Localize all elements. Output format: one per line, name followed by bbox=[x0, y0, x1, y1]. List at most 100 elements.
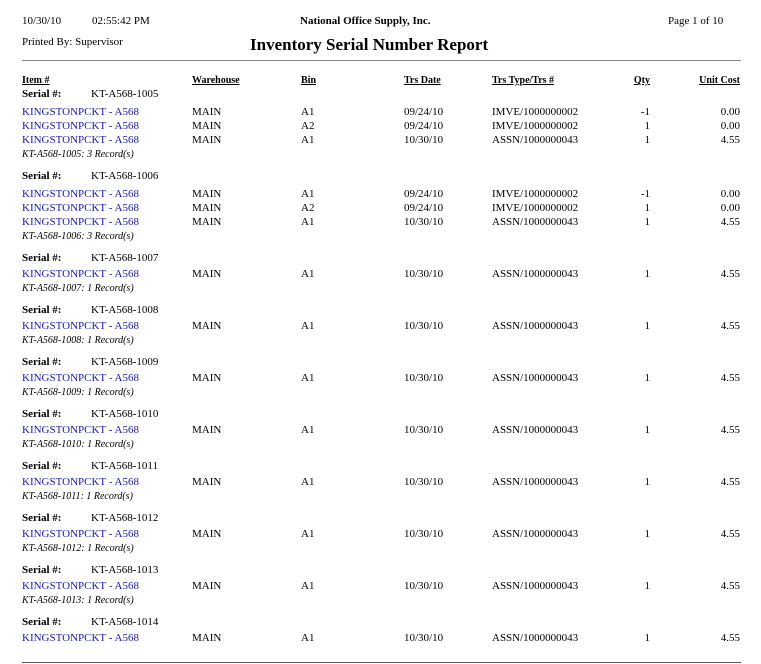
item-link[interactable]: KINGSTONPCKT - A568 bbox=[22, 134, 139, 146]
item-link[interactable]: KINGSTONPCKT - A568 bbox=[22, 320, 139, 332]
serial-label: Serial #: bbox=[22, 356, 62, 368]
cell: A1 bbox=[301, 216, 315, 228]
cell: MAIN bbox=[192, 320, 222, 332]
serial-number: KT-A568-1008 bbox=[91, 304, 159, 316]
item-link[interactable]: KINGSTONPCKT - A568 bbox=[22, 202, 139, 214]
cell: ASSN/1000000043 bbox=[492, 320, 579, 332]
cell: MAIN bbox=[192, 120, 222, 132]
cell: MAIN bbox=[192, 268, 222, 280]
serial-number: KT-A568-1011 bbox=[91, 460, 159, 472]
cell: 0.00 bbox=[720, 106, 740, 118]
cell: 1 bbox=[644, 320, 651, 332]
serial-number: KT-A568-1005 bbox=[91, 88, 159, 100]
serial-label: Serial #: bbox=[22, 408, 62, 420]
cell: 10/30/10 bbox=[404, 268, 444, 280]
report-date: 10/30/10 bbox=[22, 15, 62, 27]
cell: ASSN/1000000043 bbox=[492, 476, 579, 488]
cell: IMVE/1000000002 bbox=[492, 106, 579, 118]
cell: 1 bbox=[644, 528, 651, 540]
cell: 0.00 bbox=[720, 202, 740, 214]
cell: ASSN/1000000043 bbox=[492, 134, 579, 146]
column-header: Item # bbox=[22, 75, 50, 86]
item-link[interactable]: KINGSTONPCKT - A568 bbox=[22, 120, 139, 132]
cell: ASSN/1000000043 bbox=[492, 268, 579, 280]
cell: 1 bbox=[644, 372, 651, 384]
cell: MAIN bbox=[192, 528, 222, 540]
cell: 10/30/10 bbox=[404, 320, 444, 332]
group-summary: KT-A568-1009: 1 Record(s) bbox=[22, 387, 134, 398]
cell: 4.55 bbox=[720, 216, 740, 228]
bottom-rule bbox=[22, 662, 741, 663]
cell: A1 bbox=[301, 372, 315, 384]
item-link[interactable]: KINGSTONPCKT - A568 bbox=[22, 632, 139, 644]
serial-label: Serial #: bbox=[22, 564, 62, 576]
column-header: Unit Cost bbox=[699, 75, 740, 86]
cell: A1 bbox=[301, 476, 315, 488]
cell: 0.00 bbox=[720, 120, 740, 132]
cell: A1 bbox=[301, 188, 315, 200]
column-header: Warehouse bbox=[192, 75, 240, 86]
cell: MAIN bbox=[192, 424, 222, 436]
cell: 10/30/10 bbox=[404, 580, 444, 592]
column-header: Trs Type/Trs # bbox=[492, 75, 555, 86]
cell: ASSN/1000000043 bbox=[492, 216, 579, 228]
cell: 1 bbox=[644, 216, 651, 228]
serial-number: KT-A568-1013 bbox=[91, 564, 159, 576]
cell: 4.55 bbox=[720, 268, 740, 280]
cell: 10/30/10 bbox=[404, 528, 444, 540]
cell: 4.55 bbox=[720, 134, 740, 146]
report-time: 02:55:42 PM bbox=[92, 15, 150, 27]
item-link[interactable]: KINGSTONPCKT - A568 bbox=[22, 372, 139, 384]
column-header: Bin bbox=[301, 75, 317, 86]
item-link[interactable]: KINGSTONPCKT - A568 bbox=[22, 216, 139, 228]
header-rule bbox=[22, 60, 741, 61]
cell: 09/24/10 bbox=[404, 202, 444, 214]
cell: ASSN/1000000043 bbox=[492, 372, 579, 384]
cell: 1 bbox=[644, 120, 651, 132]
item-link[interactable]: KINGSTONPCKT - A568 bbox=[22, 580, 139, 592]
cell: 10/30/10 bbox=[404, 424, 444, 436]
cell: MAIN bbox=[192, 632, 222, 644]
item-link[interactable]: KINGSTONPCKT - A568 bbox=[22, 528, 139, 540]
item-link[interactable]: KINGSTONPCKT - A568 bbox=[22, 268, 139, 280]
cell: 10/30/10 bbox=[404, 216, 444, 228]
cell: MAIN bbox=[192, 216, 222, 228]
group-summary: KT-A568-1005: 3 Record(s) bbox=[22, 149, 134, 160]
printed-by: Printed By: Supervisor bbox=[22, 36, 123, 48]
cell: 09/24/10 bbox=[404, 106, 444, 118]
cell: 09/24/10 bbox=[404, 120, 444, 132]
cell: 10/30/10 bbox=[404, 134, 444, 146]
item-link[interactable]: KINGSTONPCKT - A568 bbox=[22, 106, 139, 118]
cell: A1 bbox=[301, 528, 315, 540]
serial-label: Serial #: bbox=[22, 616, 62, 628]
cell: A2 bbox=[301, 120, 315, 132]
cell: 10/30/10 bbox=[404, 632, 444, 644]
serial-number: KT-A568-1007 bbox=[91, 252, 159, 264]
cell: A1 bbox=[301, 580, 315, 592]
cell: A1 bbox=[301, 106, 315, 118]
serial-label: Serial #: bbox=[22, 252, 62, 264]
cell: 1 bbox=[644, 580, 651, 592]
cell: 10/30/10 bbox=[404, 476, 444, 488]
item-link[interactable]: KINGSTONPCKT - A568 bbox=[22, 476, 139, 488]
cell: -1 bbox=[640, 188, 650, 200]
cell: MAIN bbox=[192, 134, 222, 146]
cell: A1 bbox=[301, 134, 315, 146]
cell: MAIN bbox=[192, 580, 222, 592]
serial-number: KT-A568-1012 bbox=[91, 512, 159, 524]
cell: MAIN bbox=[192, 188, 222, 200]
group-summary: KT-A568-1010: 1 Record(s) bbox=[22, 439, 134, 450]
group-summary: KT-A568-1007: 1 Record(s) bbox=[22, 283, 134, 294]
column-header: Qty bbox=[633, 75, 650, 86]
cell: 4.55 bbox=[720, 528, 740, 540]
cell: 4.55 bbox=[720, 632, 740, 644]
item-link[interactable]: KINGSTONPCKT - A568 bbox=[22, 188, 139, 200]
cell: 4.55 bbox=[720, 580, 740, 592]
item-link[interactable]: KINGSTONPCKT - A568 bbox=[22, 424, 139, 436]
group-summary: KT-A568-1012: 1 Record(s) bbox=[22, 543, 134, 554]
cell: A1 bbox=[301, 268, 315, 280]
cell: IMVE/1000000002 bbox=[492, 188, 579, 200]
cell: 09/24/10 bbox=[404, 188, 444, 200]
cell: 10/30/10 bbox=[404, 372, 444, 384]
